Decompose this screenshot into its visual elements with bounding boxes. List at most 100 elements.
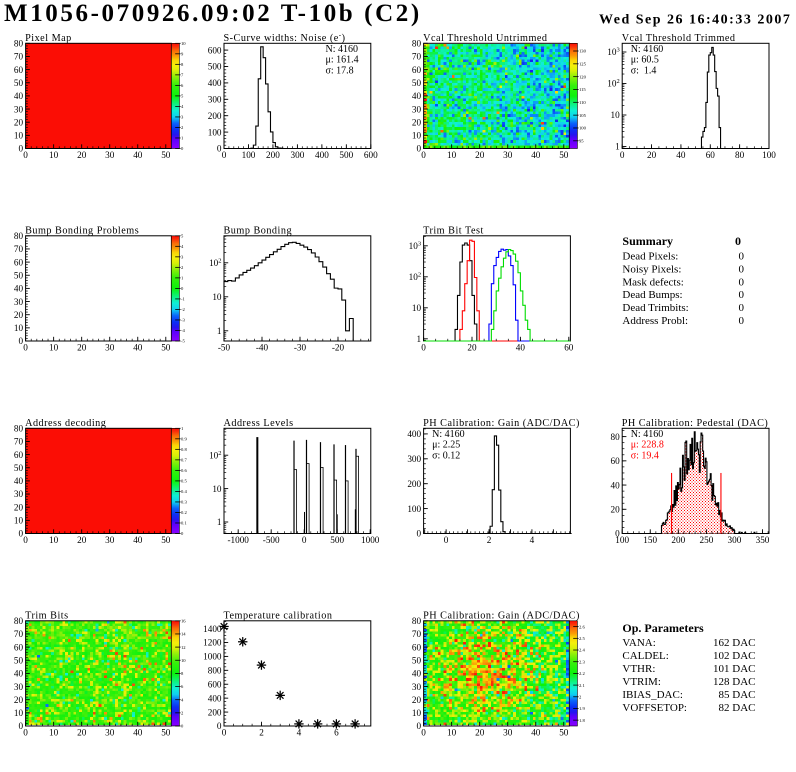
svg-text:40: 40 xyxy=(133,727,143,737)
svg-text:40: 40 xyxy=(412,669,422,679)
svg-text:Temperature calibration: Temperature calibration xyxy=(224,610,333,621)
svg-text:0.1: 0.1 xyxy=(181,521,187,526)
svg-text:50: 50 xyxy=(559,150,569,160)
svg-text:102: 102 xyxy=(209,450,221,461)
svg-text:10: 10 xyxy=(447,150,457,160)
svg-text:20: 20 xyxy=(475,150,485,160)
svg-text:0: 0 xyxy=(222,150,227,160)
svg-text:1: 1 xyxy=(181,276,184,281)
svg-text:4: 4 xyxy=(181,244,184,249)
svg-text:102: 102 xyxy=(209,258,221,269)
svg-text:0: 0 xyxy=(302,535,307,545)
svg-text:30: 30 xyxy=(105,535,115,545)
svg-text:2.2: 2.2 xyxy=(579,671,585,676)
svg-text:σ: 1.4: σ: 1.4 xyxy=(631,66,657,77)
svg-text:20: 20 xyxy=(412,117,422,127)
svg-text:2: 2 xyxy=(579,695,582,700)
svg-text:80: 80 xyxy=(735,150,745,160)
svg-text:4: 4 xyxy=(530,535,535,545)
svg-text:60: 60 xyxy=(14,65,24,75)
svg-text:0: 0 xyxy=(739,263,745,275)
svg-text:-500: -500 xyxy=(263,535,280,545)
svg-text:400: 400 xyxy=(208,78,222,88)
svg-text:400: 400 xyxy=(315,150,329,160)
svg-text:0.5: 0.5 xyxy=(181,479,187,484)
svg-text:102: 102 xyxy=(607,78,619,89)
svg-text:0: 0 xyxy=(739,315,745,327)
svg-text:8: 8 xyxy=(181,671,184,676)
svg-text:10: 10 xyxy=(14,323,24,333)
svg-text:10: 10 xyxy=(181,41,186,46)
svg-text:0: 0 xyxy=(181,146,184,151)
svg-text:μ: 2.25: μ: 2.25 xyxy=(432,440,460,451)
svg-text:σ: 0.12: σ: 0.12 xyxy=(432,451,460,462)
svg-text:S-Curve widths: Noise (e-): S-Curve widths: Noise (e-) xyxy=(224,31,346,44)
svg-text:600: 600 xyxy=(208,679,222,689)
svg-text:200: 200 xyxy=(208,707,222,717)
svg-text:0: 0 xyxy=(23,727,28,737)
svg-text:100: 100 xyxy=(242,150,256,160)
svg-text:60: 60 xyxy=(412,65,422,75)
svg-text:Bump Bonding Problems: Bump Bonding Problems xyxy=(25,225,139,236)
svg-text:115: 115 xyxy=(579,87,586,92)
svg-text:0: 0 xyxy=(739,250,745,262)
svg-text:10: 10 xyxy=(412,131,422,141)
svg-text:VANA:: VANA: xyxy=(622,637,655,649)
svg-text:60: 60 xyxy=(14,257,24,267)
svg-text:30: 30 xyxy=(503,727,513,737)
svg-text:Trim Bits: Trim Bits xyxy=(25,610,68,621)
svg-text:40: 40 xyxy=(14,91,24,101)
svg-text:0: 0 xyxy=(181,286,184,291)
svg-text:40: 40 xyxy=(412,91,422,101)
svg-text:0: 0 xyxy=(19,336,24,346)
svg-text:50: 50 xyxy=(161,535,171,545)
svg-text:0: 0 xyxy=(444,535,449,545)
svg-text:30: 30 xyxy=(14,104,24,114)
svg-text:60: 60 xyxy=(412,642,422,652)
svg-text:70: 70 xyxy=(14,629,24,639)
svg-text:10: 10 xyxy=(14,131,24,141)
svg-text:12: 12 xyxy=(181,645,186,650)
svg-text:60: 60 xyxy=(14,450,24,460)
svg-text:-1: -1 xyxy=(181,297,186,302)
svg-text:70: 70 xyxy=(412,629,422,639)
svg-text:-5: -5 xyxy=(181,339,186,344)
svg-text:10: 10 xyxy=(412,708,422,718)
svg-text:40: 40 xyxy=(676,150,686,160)
svg-text:CALDEL:: CALDEL: xyxy=(622,650,668,662)
svg-text:-1000: -1000 xyxy=(227,535,249,545)
svg-text:50: 50 xyxy=(412,656,422,666)
svg-text:μ: 161.4: μ: 161.4 xyxy=(326,55,359,66)
svg-text:600: 600 xyxy=(364,150,378,160)
svg-text:2: 2 xyxy=(181,265,184,270)
svg-text:300: 300 xyxy=(291,150,305,160)
svg-text:200: 200 xyxy=(266,150,280,160)
svg-text:4: 4 xyxy=(297,727,302,737)
svg-text:10: 10 xyxy=(611,110,621,120)
svg-text:10: 10 xyxy=(49,150,59,160)
svg-text:1: 1 xyxy=(217,326,222,336)
svg-text:1200: 1200 xyxy=(203,638,222,648)
svg-text:5: 5 xyxy=(181,234,184,239)
svg-text:1: 1 xyxy=(417,334,422,344)
svg-text:102: 102 xyxy=(409,272,421,283)
svg-text:0: 0 xyxy=(217,144,222,154)
svg-text:Vcal Threshold Trimmed: Vcal Threshold Trimmed xyxy=(622,33,736,44)
svg-text:9: 9 xyxy=(181,52,184,57)
svg-text:250: 250 xyxy=(700,535,714,545)
svg-text:2: 2 xyxy=(181,711,184,716)
svg-text:0.7: 0.7 xyxy=(181,458,187,463)
svg-text:600: 600 xyxy=(208,45,222,55)
svg-text:0: 0 xyxy=(417,144,422,154)
svg-text:102 DAC: 102 DAC xyxy=(713,650,755,662)
svg-text:10: 10 xyxy=(212,292,222,302)
svg-text:30: 30 xyxy=(503,150,513,160)
svg-text:500: 500 xyxy=(208,62,222,72)
svg-text:100: 100 xyxy=(579,126,587,131)
svg-text:0: 0 xyxy=(620,150,625,160)
svg-text:20: 20 xyxy=(467,342,477,352)
svg-text:500: 500 xyxy=(330,535,344,545)
svg-text:30: 30 xyxy=(14,489,24,499)
svg-text:Address decoding: Address decoding xyxy=(25,418,106,429)
svg-text:Dead Pixels:: Dead Pixels: xyxy=(622,250,678,262)
